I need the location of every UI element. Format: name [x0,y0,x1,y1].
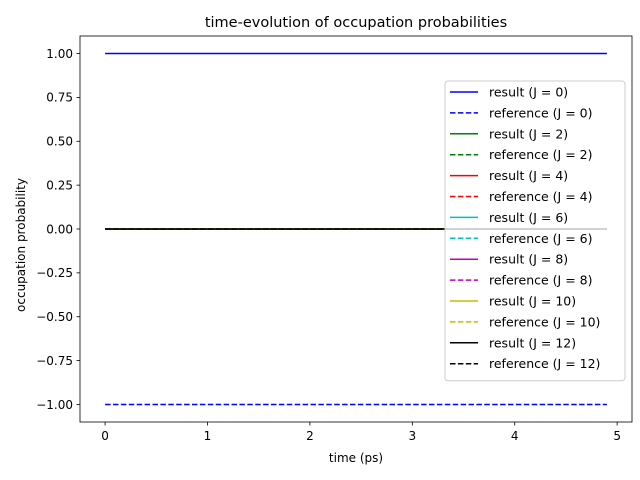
x-tick-label: 2 [306,429,314,443]
legend-label: result (J = 4) [489,168,568,183]
x-tick-label: 1 [204,429,212,443]
y-tick-label: −1.00 [36,398,73,412]
x-axis-label: time (ps) [329,451,383,465]
y-tick-label: 0.75 [46,91,73,105]
legend-label: reference (J = 8) [489,273,592,288]
y-tick-label: −0.25 [36,266,73,280]
legend-label: reference (J = 4) [489,189,592,204]
legend-label: result (J = 12) [489,335,576,350]
y-tick-label: 0.50 [46,135,73,149]
x-tick-label: 0 [101,429,109,443]
legend-label: result (J = 2) [489,126,568,141]
legend-label: result (J = 6) [489,210,568,225]
legend-label: result (J = 0) [489,85,568,100]
y-tick-label: 0.00 [46,222,73,236]
legend-label: result (J = 8) [489,252,568,267]
legend-label: reference (J = 12) [489,356,600,371]
legend-label: result (J = 10) [489,294,576,309]
chart-title: time-evolution of occupation probabiliti… [205,15,507,31]
x-tick-label: 4 [511,429,519,443]
legend: result (J = 0) reference (J = 0) result (J… [444,80,626,382]
x-tick-label: 3 [409,429,417,443]
x-tick-label: 5 [613,429,621,443]
legend-label: reference (J = 6) [489,231,592,246]
y-axis-label: occupation probability [14,178,28,312]
y-tick-label: −0.75 [36,354,73,368]
legend-label: reference (J = 10) [489,314,600,329]
legend-label: reference (J = 0) [489,105,592,120]
y-tick-label: 0.25 [46,178,73,192]
y-tick-label: 1.00 [46,47,73,61]
legend-label: reference (J = 2) [489,147,592,162]
y-tick-label: −0.50 [36,310,73,324]
legend-box [444,80,626,382]
